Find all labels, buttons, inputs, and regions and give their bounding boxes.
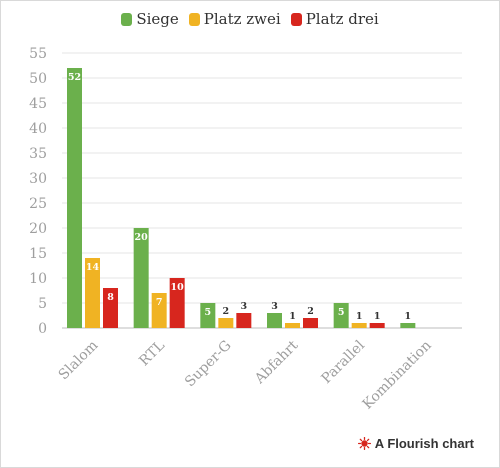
legend-swatch-siege <box>121 12 133 26</box>
bar-value-label: 52 <box>68 72 81 83</box>
y-tick-label: 30 <box>29 171 47 187</box>
bar <box>267 313 282 328</box>
legend-swatch-platz-zwei <box>188 12 200 26</box>
bar-value-label: 2 <box>223 306 230 317</box>
y-tick-label: 0 <box>38 321 47 337</box>
bar-value-label: 1 <box>405 311 412 322</box>
bar <box>151 293 167 328</box>
bar <box>400 323 416 328</box>
y-tick-label: 50 <box>29 71 47 87</box>
bar-value-label: 3 <box>271 301 278 312</box>
bar <box>333 303 349 328</box>
y-tick-label: 15 <box>29 246 47 262</box>
bar <box>369 323 385 328</box>
bar-value-label: 5 <box>205 307 212 318</box>
bar <box>351 323 367 328</box>
bar-value-label: 20 <box>135 232 149 243</box>
chart-legend: Siege Platz zwei Platz drei <box>0 10 500 28</box>
bar <box>200 303 216 328</box>
bar-value-label: 1 <box>356 311 363 322</box>
legend-item-platz-drei[interactable]: Platz drei <box>290 10 379 28</box>
bar-value-label: 5 <box>338 307 345 318</box>
x-tick-label: Abfahrt <box>251 337 301 387</box>
x-tick-label: Super-G <box>182 338 235 391</box>
flourish-logo-icon <box>357 437 371 450</box>
bar-value-label: 1 <box>289 311 296 322</box>
bar <box>169 278 185 328</box>
y-tick-label: 40 <box>29 121 47 137</box>
y-tick-label: 20 <box>29 221 47 237</box>
x-tick-label: RTL <box>136 338 168 370</box>
legend-label-platz-zwei: Platz zwei <box>203 10 281 28</box>
y-tick-label: 10 <box>29 271 47 287</box>
y-tick-label: 25 <box>29 196 47 212</box>
legend-label-siege: Siege <box>136 10 179 28</box>
bar <box>285 323 300 328</box>
legend-swatch-platz-drei <box>290 12 302 26</box>
bar-value-label: 2 <box>307 306 314 317</box>
x-tick-label: Slalom <box>56 338 102 384</box>
y-tick-label: 45 <box>29 96 47 112</box>
bar <box>236 313 252 328</box>
bar <box>67 68 82 328</box>
bar-value-label: 8 <box>107 292 114 303</box>
bar <box>133 228 149 328</box>
flourish-credit[interactable]: A Flourish chart <box>357 436 474 451</box>
bar-value-label: 1 <box>374 311 381 322</box>
legend-label-platz-drei: Platz drei <box>305 10 379 28</box>
x-tick-label: Kombination <box>360 338 435 413</box>
flourish-credit-label: A Flourish chart <box>374 436 474 451</box>
y-tick-label: 5 <box>38 296 47 312</box>
bar-value-label: 7 <box>156 297 163 308</box>
bar-value-label: 3 <box>241 301 248 312</box>
x-tick-label: Parallel <box>319 337 369 387</box>
y-tick-label: 35 <box>29 146 47 162</box>
bar <box>103 288 118 328</box>
bar <box>85 258 100 328</box>
legend-item-platz-zwei[interactable]: Platz zwei <box>188 10 281 28</box>
bar-value-label: 14 <box>86 262 100 273</box>
y-tick-label: 55 <box>29 46 47 62</box>
bar <box>218 318 234 328</box>
bar-value-label: 10 <box>171 282 185 293</box>
legend-item-siege[interactable]: Siege <box>121 10 179 28</box>
bar <box>303 318 318 328</box>
